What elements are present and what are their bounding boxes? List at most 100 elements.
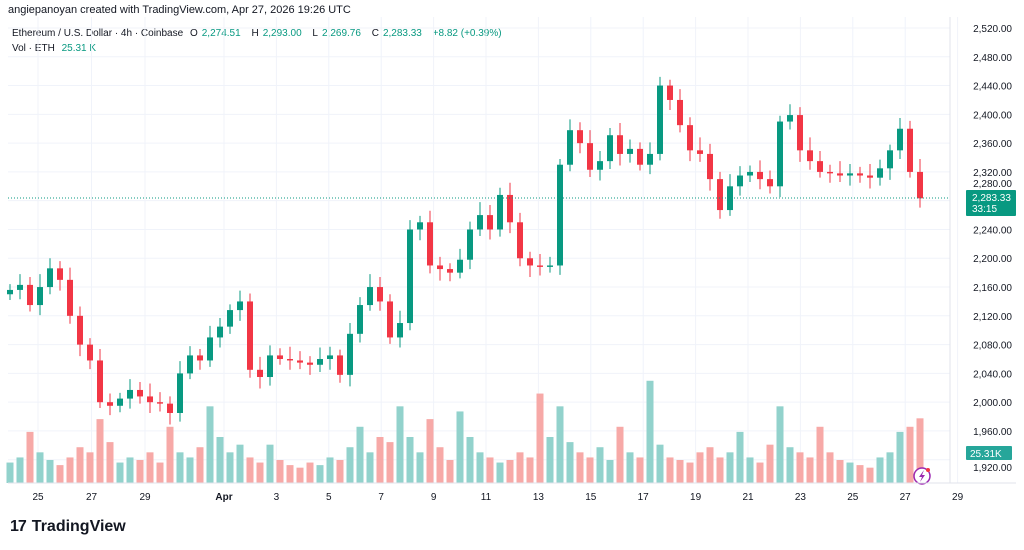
symbol-title[interactable]: Ethereum / U.S. Dollar · 4h · Coinbase	[12, 28, 184, 39]
volume-bar	[656, 444, 664, 483]
candles	[7, 76, 923, 425]
time-tick-label: 21	[742, 492, 754, 503]
price-tick-label: 1,960.00	[973, 427, 1012, 438]
volume-bar	[156, 462, 164, 483]
price-tick-label: 2,000.00	[973, 398, 1012, 409]
symbol-legend: Ethereum / U.S. Dollar · 4h · Coinbase O…	[12, 26, 506, 56]
candle-body	[367, 287, 373, 306]
price-tick-label: 2,240.00	[973, 225, 1012, 236]
time-tick-label: 11	[481, 492, 492, 503]
tradingview-brand[interactable]: 17 TradingView	[10, 518, 126, 536]
volume-bar	[16, 457, 24, 483]
volume-bar	[466, 437, 474, 483]
candle-body	[787, 115, 793, 122]
candle-body	[827, 171, 833, 174]
time-tick-label: 29	[952, 492, 964, 503]
time-tick-label: 25	[847, 492, 859, 503]
brand-name: TradingView	[31, 518, 126, 535]
volume-bar	[576, 452, 584, 483]
candle-body	[607, 135, 613, 162]
candle-body	[67, 279, 73, 316]
candle-body	[447, 269, 453, 273]
candle-body	[337, 355, 343, 375]
volume-bar	[46, 460, 54, 483]
volume-bar	[846, 462, 854, 483]
candle-body	[347, 333, 353, 375]
candle-body	[637, 148, 643, 165]
candle-body	[677, 99, 683, 126]
volume-bar	[76, 447, 84, 483]
price-tick-label: 1,920.00	[973, 463, 1012, 474]
price-tick-label: 2,120.00	[973, 312, 1012, 323]
candle-body	[857, 173, 863, 176]
candle-body	[797, 115, 803, 151]
price-tick-label: 2,320.00	[973, 168, 1012, 179]
lightning-icon[interactable]	[913, 467, 931, 485]
candle-body	[87, 344, 93, 361]
time-tick-label: 25	[32, 492, 44, 503]
volume-legend-value: 25.31 K	[61, 43, 97, 54]
volume-bar	[146, 452, 154, 483]
volume-bar	[126, 457, 134, 483]
low-label: L	[312, 28, 318, 39]
volume-bar	[796, 452, 804, 483]
volume-bar	[566, 442, 574, 483]
candle-body	[687, 125, 693, 151]
candle-body	[387, 301, 393, 338]
volume-bar	[526, 457, 534, 483]
candle-body	[737, 175, 743, 187]
price-axis: 2,520.00 2,480.00 2,440.00 2,400.00 2,360.00…	[973, 24, 1012, 474]
candle-body	[187, 355, 193, 374]
volume-bar	[546, 437, 554, 483]
candle-body	[47, 268, 53, 288]
time-tick-label: 5	[326, 492, 332, 503]
volume-bar	[176, 452, 184, 483]
volume-bar	[696, 452, 704, 483]
candle-body	[427, 222, 433, 266]
candle-body	[397, 323, 403, 338]
volume-bar	[816, 426, 824, 483]
open-label: O	[189, 28, 198, 39]
volume-bar	[106, 442, 114, 483]
tradingview-logo-icon: 17	[10, 518, 27, 535]
candle-body	[757, 171, 763, 180]
volume-bar	[406, 437, 414, 483]
open-value: 2,274.51	[201, 28, 241, 39]
volume-bar	[876, 457, 884, 483]
candle-body	[497, 194, 503, 230]
volume-bar	[426, 419, 434, 483]
price-tick-label: 2,440.00	[973, 82, 1012, 93]
volume-bar	[216, 437, 224, 483]
volume-bar	[626, 452, 634, 483]
price-tick-label: 2,400.00	[973, 110, 1012, 121]
volume-bar	[476, 452, 484, 483]
volume-bar	[256, 462, 264, 483]
candle-body	[507, 194, 513, 223]
candle-body	[357, 305, 363, 334]
volume-bar	[356, 426, 364, 483]
volume-bar	[376, 437, 384, 483]
candle-body	[657, 85, 663, 154]
time-tick-label: 15	[585, 492, 597, 503]
volume-bar	[236, 444, 244, 483]
candle-body	[887, 150, 893, 169]
candle-body	[297, 360, 303, 363]
candle-body	[127, 389, 133, 399]
candle-body	[417, 222, 423, 230]
price-tick-label: 2,520.00	[973, 24, 1012, 35]
volume-bar	[26, 431, 34, 483]
candle-body	[597, 161, 603, 170]
time-tick-label: 7	[378, 492, 384, 503]
volume-bar	[276, 460, 284, 483]
candle-body	[107, 402, 113, 406]
candle-body	[27, 284, 33, 306]
candle-body	[57, 268, 63, 280]
volume-bar	[246, 457, 254, 483]
low-value: 2,269.76	[321, 28, 361, 39]
candle-body	[257, 369, 263, 378]
volume-bar	[856, 465, 864, 483]
volume-bar	[516, 452, 524, 483]
candle-body	[267, 355, 273, 378]
candle-body	[537, 265, 543, 267]
